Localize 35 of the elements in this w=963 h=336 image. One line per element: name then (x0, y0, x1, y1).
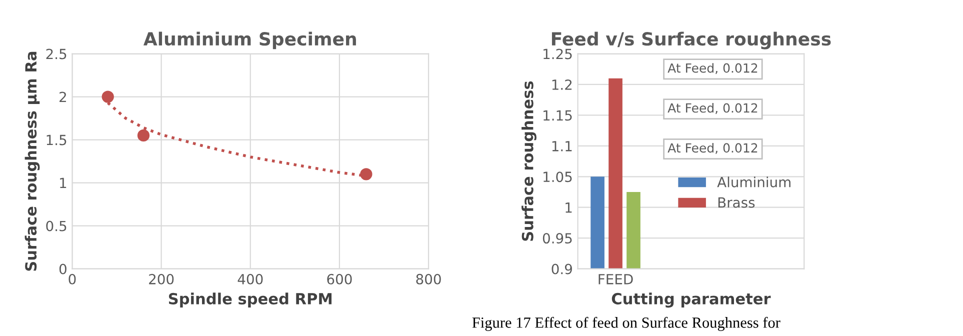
x-axis-title: Spindle speed RPM (168, 292, 332, 308)
text: At Feed, 0.012 (668, 63, 758, 74)
point (360, 168, 372, 180)
y-tick-label: 1.15 (544, 110, 572, 121)
legend-label: Aluminium (717, 176, 790, 188)
y-tick-label: 1.2 (552, 79, 572, 90)
text: At Feed, 0.012 (668, 103, 758, 114)
point (137, 129, 150, 142)
y-axis-title: Surface roughness µm Ra (24, 52, 40, 271)
x-tick-label: 200 (149, 274, 174, 284)
y-axis-title: Surface roughness (522, 81, 536, 241)
y-tick-label: 2 (60, 92, 66, 102)
y-tick-label: 0.95 (542, 233, 572, 244)
y-tick-label: 0 (59, 264, 66, 274)
y-tick-label: 1.5 (46, 134, 66, 146)
legend-label: Brass (718, 197, 755, 208)
y-tick-label: 1.25 (544, 48, 572, 60)
y-tick-label: 0.9 (552, 264, 572, 274)
chart-title: Aluminium Specimen (143, 32, 356, 50)
y-tick-label: 1.1 (552, 141, 572, 152)
x-tick-label: 800 (416, 274, 441, 284)
y-tick-label: 1.05 (544, 172, 572, 182)
x-axis-title: Cutting parameter (612, 292, 771, 308)
x-tick-label: 400 (238, 274, 263, 284)
x-tick-label: FEED (598, 274, 633, 284)
y-tick-label: 1 (60, 178, 66, 188)
y-tick-label: 0.5 (46, 220, 66, 232)
x-tick-label: 600 (327, 274, 352, 284)
text: At Feed, 0.012 (668, 142, 758, 154)
y-tick-label: 1 (566, 202, 572, 213)
caption: Figure 17 Effect of feed on Surface Roughness for (472, 316, 780, 331)
x-tick-label: 0 (68, 274, 76, 284)
point (102, 90, 114, 103)
chart-title: Feed v/s Surface roughness (552, 32, 831, 50)
y-tick-label: 2.5 (46, 48, 66, 60)
